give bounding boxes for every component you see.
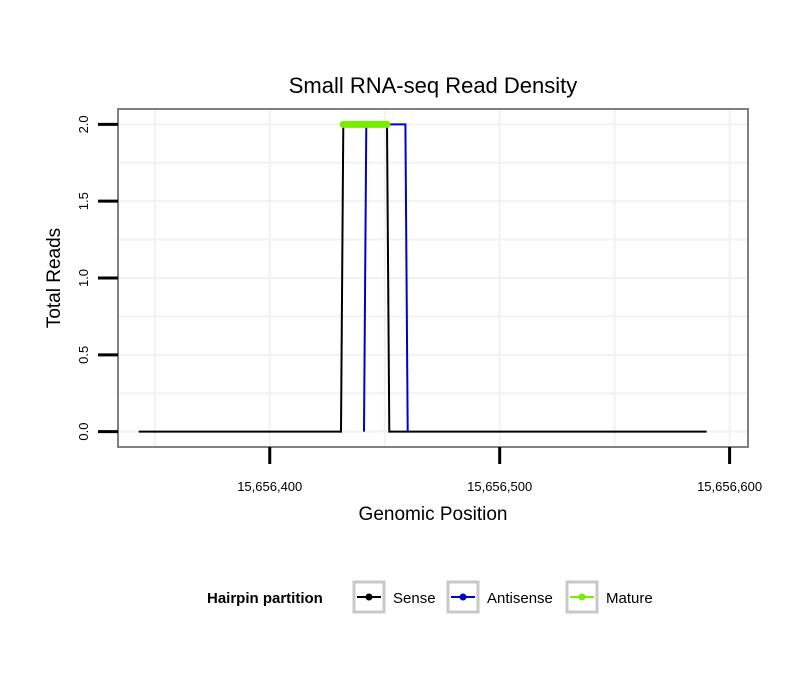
chart-title: Small RNA-seq Read Density <box>289 73 578 98</box>
legend-key-dot-mature <box>578 593 586 601</box>
y-tick-label: 0.0 <box>76 423 91 441</box>
legend: Hairpin partition Sense Antisense Mature <box>207 580 653 614</box>
y-tick-label: 1.5 <box>76 192 91 210</box>
legend-label-sense: Sense <box>393 590 436 607</box>
x-axis-title: Genomic Position <box>359 504 508 525</box>
y-tick-label: 1.0 <box>76 269 91 287</box>
x-tick-label: 15,656,500 <box>467 479 532 494</box>
y-tick-label: 0.5 <box>76 346 91 364</box>
legend-label-mature: Mature <box>606 590 653 607</box>
x-tick-label: 15,656,400 <box>237 479 302 494</box>
y-tick-label: 2.0 <box>76 115 91 133</box>
legend-label-antisense: Antisense <box>487 590 553 607</box>
legend-key-dot-sense <box>365 593 373 601</box>
plot-panel <box>117 108 749 448</box>
legend-key-dot-antisense <box>459 593 467 601</box>
legend-title: Hairpin partition <box>207 590 323 607</box>
x-tick-label: 15,656,600 <box>697 479 762 494</box>
y-axis-title: Total Reads <box>44 228 65 328</box>
